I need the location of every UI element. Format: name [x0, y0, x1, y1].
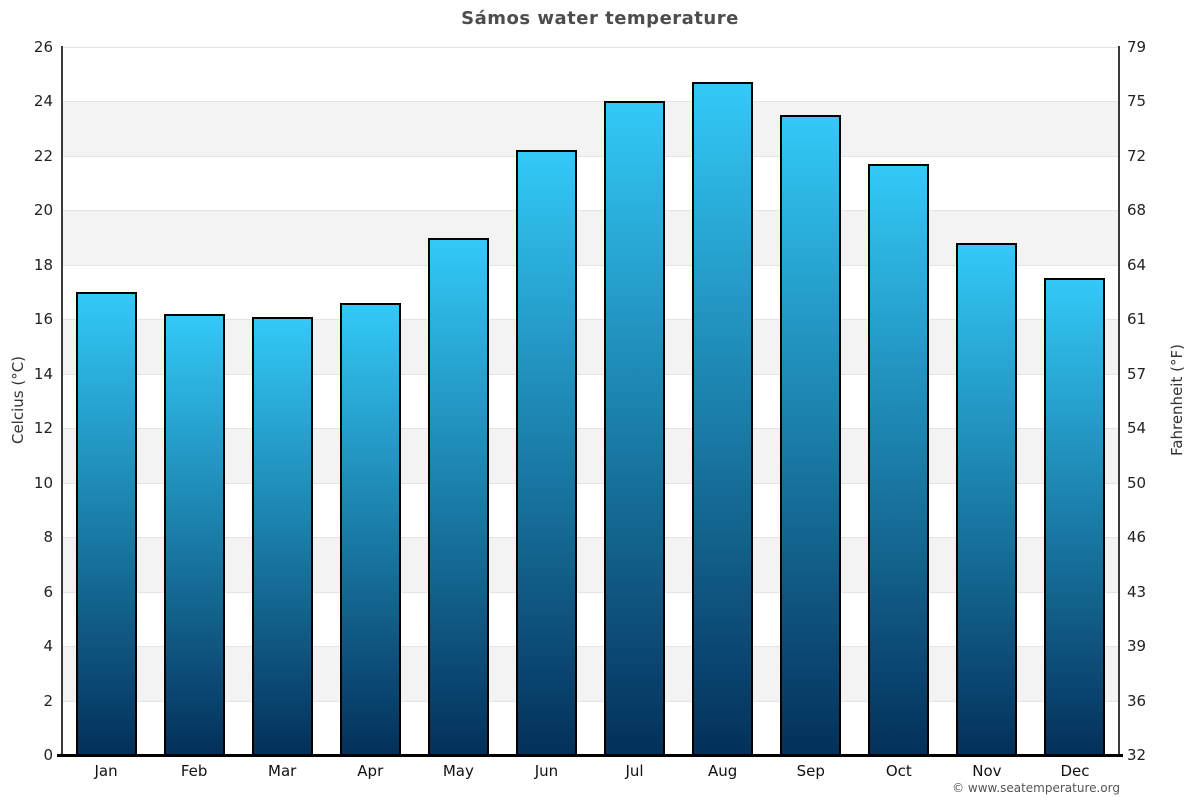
ytick-fahrenheit-79: 79 — [1127, 38, 1147, 56]
ytick-fahrenheit-36: 36 — [1127, 691, 1147, 710]
xtick-may: May — [442, 762, 474, 780]
bar-aug — [692, 82, 754, 755]
gridline-12c — [62, 428, 1119, 430]
band-plain — [62, 591, 1119, 647]
band-shaded — [62, 210, 1119, 265]
xtick-nov: Nov — [972, 762, 1002, 780]
gridline-10c — [62, 482, 1119, 484]
ytick-celsius-10: 10 — [33, 473, 53, 492]
left-axis-line — [61, 46, 63, 755]
band-plain — [62, 155, 1119, 211]
bottom-axis-line — [57, 754, 1123, 757]
gridline-2c — [62, 700, 1119, 702]
band-plain — [62, 47, 1119, 102]
xtick-jun: Jun — [534, 762, 559, 780]
gridline-20c — [62, 210, 1119, 212]
band-shaded — [62, 646, 1119, 701]
chart-title: Sámos water temperature — [461, 8, 739, 29]
ytick-celsius-20: 20 — [33, 201, 53, 220]
bar-nov — [956, 243, 1018, 755]
xtick-aug: Aug — [707, 762, 738, 780]
band-plain — [62, 373, 1119, 429]
ytick-celsius-2: 2 — [43, 691, 53, 710]
gridline-22c — [62, 155, 1119, 157]
xtick-jan: Jan — [94, 762, 118, 780]
bar-mar — [251, 316, 313, 755]
ytick-celsius-24: 24 — [33, 92, 53, 111]
ytick-celsius-8: 8 — [43, 528, 53, 547]
ytick-fahrenheit-64: 64 — [1127, 255, 1147, 274]
bar-jul — [604, 101, 666, 755]
right-axis-title: Fahrenheit (°F) — [1168, 344, 1186, 456]
ytick-celsius-22: 22 — [33, 146, 53, 165]
ytick-fahrenheit-50: 50 — [1127, 473, 1147, 492]
left-axis-title: Celcius (°C) — [9, 355, 27, 445]
ytick-fahrenheit-68: 68 — [1127, 201, 1147, 220]
bar-feb — [163, 313, 225, 755]
right-axis-line — [1118, 46, 1120, 755]
ytick-fahrenheit-32: 32 — [1127, 746, 1147, 764]
gridline-26c — [62, 47, 1119, 48]
ytick-fahrenheit-43: 43 — [1127, 582, 1147, 601]
ytick-fahrenheit-46: 46 — [1127, 528, 1147, 547]
gridline-4c — [62, 646, 1119, 648]
band-shaded — [62, 319, 1119, 374]
ytick-celsius-12: 12 — [33, 419, 53, 438]
ytick-fahrenheit-72: 72 — [1127, 146, 1147, 165]
xtick-dec: Dec — [1060, 762, 1090, 780]
xtick-mar: Mar — [268, 762, 297, 780]
band-plain — [62, 264, 1119, 320]
ytick-celsius-14: 14 — [33, 364, 53, 383]
xtick-jul: Jul — [625, 762, 644, 780]
ytick-celsius-16: 16 — [33, 310, 53, 329]
ytick-celsius-4: 4 — [43, 637, 53, 656]
bar-dec — [1044, 278, 1106, 755]
ytick-celsius-6: 6 — [43, 582, 53, 601]
gridline-24c — [62, 101, 1119, 103]
gridline-18c — [62, 264, 1119, 266]
bar-oct — [868, 164, 930, 755]
xtick-oct: Oct — [885, 762, 912, 780]
bar-apr — [339, 302, 401, 755]
gridline-14c — [62, 373, 1119, 375]
ytick-fahrenheit-39: 39 — [1127, 637, 1147, 656]
ytick-fahrenheit-57: 57 — [1127, 364, 1147, 383]
band-shaded — [62, 537, 1119, 592]
gridline-6c — [62, 591, 1119, 593]
band-plain — [62, 482, 1119, 538]
xtick-feb: Feb — [180, 762, 208, 780]
bar-jan — [75, 292, 137, 755]
gridline-8c — [62, 537, 1119, 539]
bar-jun — [515, 150, 577, 755]
band-shaded — [62, 428, 1119, 483]
ytick-fahrenheit-54: 54 — [1127, 419, 1147, 438]
copyright-credit: © www.seatemperature.org — [952, 781, 1120, 795]
bar-sep — [780, 115, 842, 755]
ytick-fahrenheit-75: 75 — [1127, 92, 1147, 111]
bar-may — [427, 237, 489, 755]
ytick-fahrenheit-61: 61 — [1127, 310, 1147, 329]
ytick-celsius-18: 18 — [33, 255, 53, 274]
xtick-apr: Apr — [357, 762, 384, 780]
xtick-sep: Sep — [796, 762, 825, 780]
band-plain — [62, 700, 1119, 755]
band-shaded — [62, 101, 1119, 156]
gridline-16c — [62, 319, 1119, 321]
ytick-celsius-0: 0 — [43, 746, 53, 764]
ytick-celsius-26: 26 — [33, 38, 53, 56]
